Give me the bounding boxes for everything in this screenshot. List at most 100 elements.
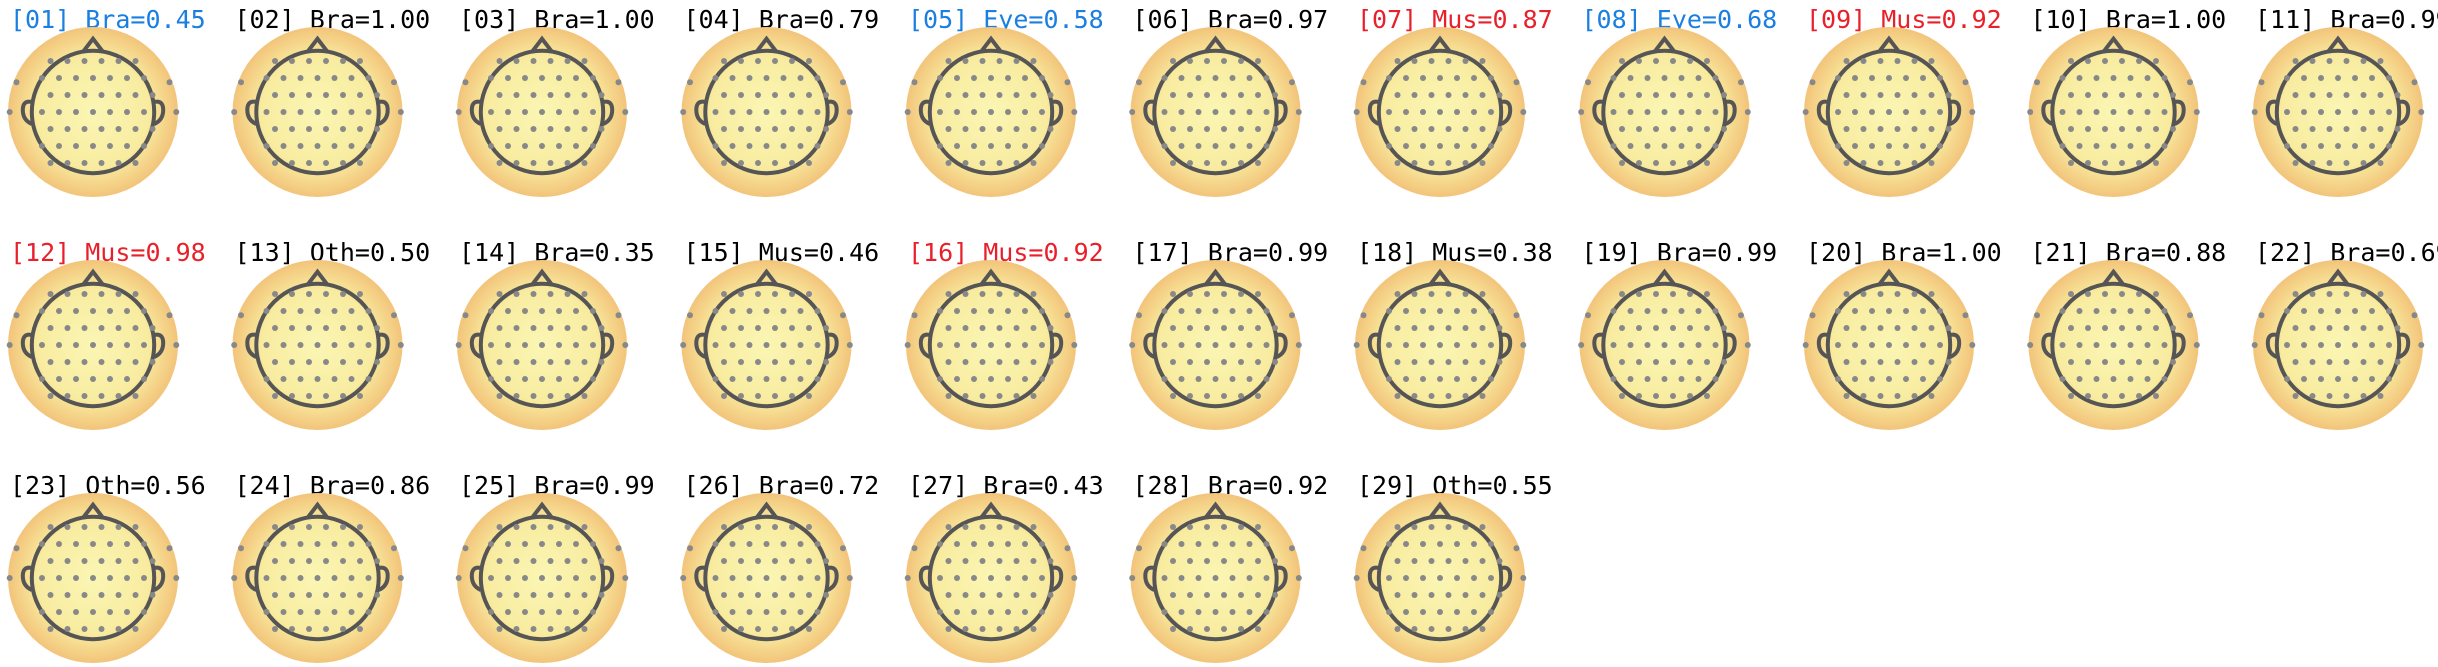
electrode — [331, 342, 338, 348]
electrode — [173, 109, 180, 115]
left-ear — [694, 99, 707, 126]
electrode — [1945, 325, 1952, 331]
electrode — [539, 342, 545, 348]
electrode — [505, 609, 511, 615]
left-ear — [245, 565, 258, 592]
electrode — [124, 143, 130, 149]
electrode — [1721, 325, 1727, 331]
electrode — [1420, 609, 1426, 615]
electrode — [2102, 393, 2108, 399]
electrode — [115, 393, 122, 399]
electrode — [132, 58, 139, 64]
left-ear — [1143, 332, 1156, 359]
electrode — [1386, 342, 1392, 348]
electrode — [1802, 109, 1809, 115]
electrode — [64, 558, 71, 564]
electrode — [1255, 626, 1261, 632]
electrode — [289, 325, 295, 331]
electrode — [556, 376, 562, 382]
electrode — [547, 291, 554, 297]
electrode — [1187, 626, 1193, 632]
electrode — [2335, 143, 2341, 149]
electrode — [39, 75, 45, 81]
electrode — [115, 160, 122, 166]
electrode — [64, 359, 71, 365]
electrode — [2119, 92, 2125, 98]
electrode — [1022, 541, 1028, 547]
electrode — [1860, 92, 1867, 98]
electrode — [971, 609, 977, 615]
electrode — [1255, 126, 1261, 132]
electrode — [132, 592, 139, 598]
electrode — [2360, 160, 2367, 166]
electrode — [1636, 325, 1642, 331]
head-outline — [703, 514, 830, 642]
electrode — [1437, 541, 1443, 547]
electrode — [2119, 393, 2125, 399]
electrode — [98, 160, 105, 166]
electrode — [365, 575, 372, 581]
electrode — [789, 58, 795, 64]
electrode — [1835, 143, 1841, 149]
electrode — [263, 575, 270, 581]
electrode — [1488, 575, 1494, 581]
electrode — [496, 92, 503, 98]
electrode — [962, 558, 969, 564]
electrode — [149, 92, 156, 98]
electrode — [2076, 308, 2083, 314]
electrode — [1263, 75, 1270, 81]
electrode — [1005, 308, 1011, 314]
electrode — [746, 541, 753, 547]
electrode — [397, 342, 404, 348]
electrode — [323, 325, 329, 331]
electrode — [64, 325, 71, 331]
electrode — [1229, 575, 1236, 581]
electrode — [1238, 160, 1244, 166]
electrode — [1843, 126, 1850, 132]
electrode — [107, 541, 113, 547]
electrode — [1221, 592, 1227, 598]
electrode — [1403, 376, 1409, 382]
electrode — [1129, 342, 1136, 348]
electrode — [1462, 393, 1469, 399]
electrode — [738, 325, 744, 331]
electrode — [280, 575, 287, 581]
electrode — [1272, 126, 1278, 132]
electrode — [971, 342, 977, 348]
electrode — [1013, 626, 1020, 632]
electrode — [1670, 58, 1676, 64]
electrode — [746, 109, 753, 115]
electrode — [1005, 143, 1011, 149]
nose — [2101, 268, 2126, 287]
electrode — [2059, 75, 2066, 81]
electrode — [1903, 308, 1909, 314]
electrode — [2119, 58, 2125, 64]
electrode — [1386, 308, 1392, 314]
electrode — [814, 75, 821, 81]
electrode — [331, 75, 338, 81]
head-outline — [478, 514, 606, 642]
electrode — [937, 75, 943, 81]
electrode — [496, 291, 503, 297]
left-ear — [1816, 332, 1829, 359]
electrode — [1403, 143, 1409, 149]
electrode — [1221, 325, 1227, 331]
electrode — [598, 558, 605, 564]
electrode — [1928, 393, 1935, 399]
electrode — [789, 160, 795, 166]
electrode — [47, 524, 54, 530]
right-ear — [1051, 565, 1064, 592]
electrode — [1809, 79, 1816, 86]
electrode — [348, 541, 355, 547]
electrode — [2318, 376, 2324, 382]
electrode — [1721, 359, 1727, 365]
electrode — [2170, 359, 2176, 365]
electrode — [64, 160, 71, 166]
electrode — [306, 558, 312, 564]
electrode — [763, 609, 770, 615]
electrode — [1411, 592, 1418, 598]
electrode — [1644, 75, 1651, 81]
electrode — [1030, 160, 1037, 166]
electrode — [2292, 92, 2299, 98]
electrode — [2144, 376, 2151, 382]
